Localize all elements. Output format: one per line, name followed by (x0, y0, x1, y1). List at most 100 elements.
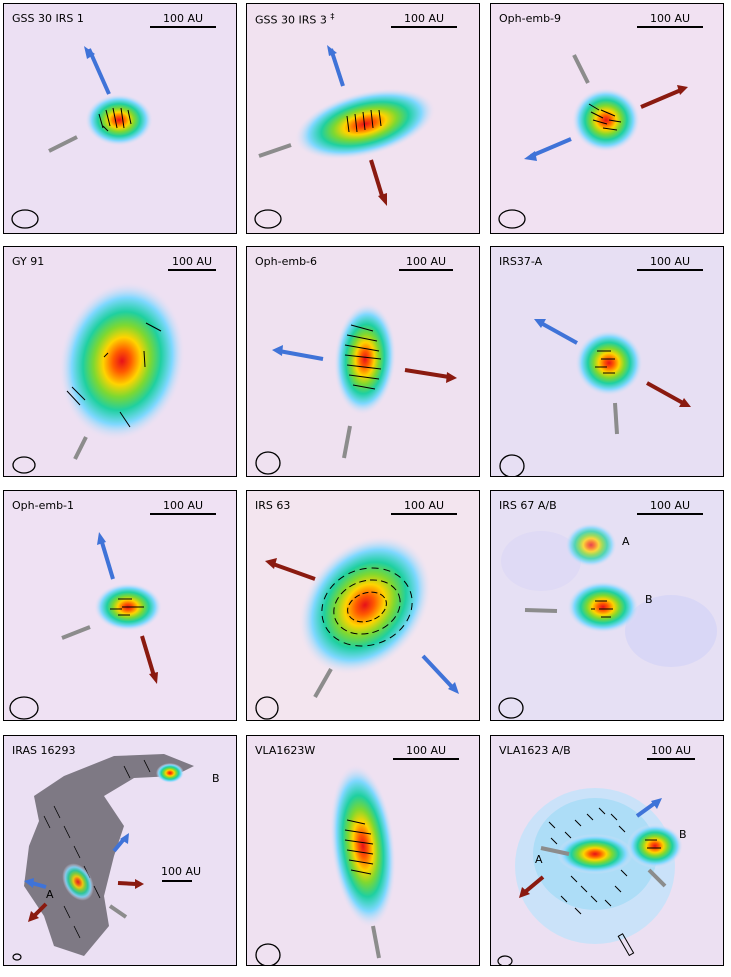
polarization-vectors (98, 107, 132, 132)
source-label-a: A (622, 535, 630, 548)
beam-ellipse (254, 209, 282, 229)
source-label-a: A (46, 888, 54, 901)
beam-ellipse (497, 955, 513, 965)
intensity-map (247, 491, 479, 720)
scale-label: 100 AU (403, 12, 445, 25)
blue-outflow-arrow (635, 801, 657, 818)
disk-axis-marker (313, 668, 333, 698)
polarization-vectors (595, 350, 615, 374)
beam-ellipse (12, 456, 36, 474)
blue-outflow-arrow (99, 538, 115, 580)
panel-oph-emb-1: Oph-emb-1 100 AU (3, 490, 237, 721)
polarization-vectors (344, 324, 382, 390)
beam-ellipse (255, 943, 281, 965)
panel-label: VLA1623 A/B (499, 744, 571, 757)
intensity-map (247, 4, 479, 233)
disk-axis-marker (371, 925, 381, 959)
panel-label: GSS 30 IRS 1 (12, 12, 84, 25)
intensity-map (247, 736, 479, 965)
beam-ellipse (498, 209, 526, 229)
scale-bar: 100 AU (393, 744, 459, 760)
red-outflow-arrow (117, 881, 137, 886)
beam-ellipse (499, 454, 525, 476)
scale-bar: 100 AU (637, 255, 703, 271)
panel-irs67-ab: IRS 67 A/B 100 AU A B (490, 490, 724, 721)
intensity-map (4, 4, 236, 233)
panel-gy91: GY 91 100 AU (3, 246, 237, 477)
blue-outflow-arrow (421, 654, 455, 690)
scale-bar: 100 AU (391, 499, 457, 515)
beam-ellipse (11, 209, 39, 229)
disk-axis-marker (73, 436, 88, 460)
disk-axis-marker (524, 608, 558, 613)
panel-label: Oph-emb-1 (12, 499, 75, 512)
red-outflow-arrow (404, 368, 450, 379)
panel-label-text: GSS 30 IRS 3 (255, 13, 327, 27)
intensity-map (4, 247, 236, 476)
blue-outflow-arrow (540, 321, 578, 345)
polarization-vectors (66, 322, 162, 428)
panel-label: GY 91 (12, 255, 45, 268)
blue-outflow-arrow (278, 349, 324, 361)
panel-label: Oph-emb-9 (499, 12, 562, 25)
polarization-vectors (588, 103, 622, 131)
red-outflow-arrow (369, 159, 385, 200)
source-label-b: B (212, 772, 220, 785)
panel-irs37-a: IRS37-A 100 AU (490, 246, 724, 477)
panel-irs63: IRS 63 100 AU (246, 490, 480, 721)
scale-bar: 100 AU (150, 499, 216, 515)
panel-label: VLA1623W (255, 744, 316, 757)
blue-outflow-arrow (329, 48, 345, 87)
disk-axis-marker (540, 846, 570, 856)
red-outflow-arrow (272, 562, 316, 581)
disk-axis-marker (342, 425, 352, 459)
beam-ellipse (498, 697, 524, 719)
polarization-vectors (344, 819, 374, 875)
panel-label: IRS37-A (499, 255, 543, 268)
disk-axis-marker (613, 402, 619, 435)
source-label-b: B (679, 828, 687, 841)
red-outflow-arrow (32, 902, 48, 918)
beam-ellipse (255, 696, 279, 720)
beam-ellipse (12, 953, 22, 961)
panel-gss30-irs3: GSS 30 IRS 3 ‡ 100 AU (246, 3, 480, 234)
polarization-vectors (346, 109, 382, 133)
scale-bar: 100 AU (391, 12, 457, 28)
scale-label: 100 AU (161, 865, 202, 878)
scale-label: 100 AU (403, 499, 445, 512)
disk-axis-marker (258, 143, 292, 158)
disk-axis-marker (647, 868, 667, 888)
source-label-b: B (645, 593, 653, 606)
panel-oph-emb-9: Oph-emb-9 100 AU (490, 3, 724, 234)
scale-label: 100 AU (162, 499, 204, 512)
blue-outflow-arrow (31, 881, 47, 889)
polarization-vector-field (24, 754, 194, 956)
beam-rectangle (617, 933, 635, 957)
polarization-vectors (548, 807, 661, 915)
scale-label: 100 AU (405, 255, 447, 268)
panel-vla1623w: VLA1623W 100 AU (246, 735, 480, 966)
intensity-map (491, 4, 723, 233)
panel-vla1623-ab: VLA1623 A/B 100 AU A B (490, 735, 724, 966)
disk-axis-marker (572, 54, 590, 84)
panel-gss30-irs1: GSS 30 IRS 1 100 AU (3, 3, 237, 234)
panel-label: IRS 63 (255, 499, 291, 512)
intensity-map (4, 736, 236, 965)
disk-axis-marker (48, 135, 78, 153)
scale-label: 100 AU (171, 255, 213, 268)
red-outflow-arrow (140, 635, 156, 677)
scale-bar: 100 AU (637, 12, 703, 28)
intensity-map (491, 491, 723, 720)
panel-iras16293: IRAS 16293 100 AU A B (3, 735, 237, 966)
blue-outflow-arrow (87, 48, 111, 95)
scale-label: 100 AU (649, 499, 691, 512)
panel-label: Oph-emb-6 (255, 255, 318, 268)
scale-bar: 100 AU (637, 499, 703, 515)
scale-label: 100 AU (405, 744, 447, 757)
beam-ellipse (255, 451, 281, 475)
beam-ellipse (9, 696, 39, 720)
intensity-map (491, 247, 723, 476)
red-outflow-arrow (523, 875, 545, 894)
panel-label: IRAS 16293 (12, 744, 76, 757)
panel-label: IRS 67 A/B (499, 499, 557, 512)
